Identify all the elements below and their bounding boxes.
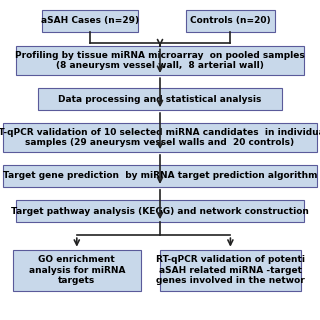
FancyBboxPatch shape xyxy=(16,200,304,222)
Text: GO enrichment
analysis for miRNA
targets: GO enrichment analysis for miRNA targets xyxy=(28,255,125,285)
Text: RT-qPCR validation of 10 selected miRNA candidates  in individual
samples (29 an: RT-qPCR validation of 10 selected miRNA … xyxy=(0,128,320,147)
Text: Controls (n=20): Controls (n=20) xyxy=(190,16,271,25)
FancyBboxPatch shape xyxy=(42,10,138,32)
Text: aSAH Cases (n=29): aSAH Cases (n=29) xyxy=(41,16,139,25)
Text: Data processing and statistical analysis: Data processing and statistical analysis xyxy=(58,95,262,104)
FancyBboxPatch shape xyxy=(13,250,141,291)
Text: Profiling by tissue miRNA microarray  on pooled samples
(8 aneurysm vessel wall,: Profiling by tissue miRNA microarray on … xyxy=(15,51,305,70)
FancyBboxPatch shape xyxy=(160,250,301,291)
FancyBboxPatch shape xyxy=(16,46,304,75)
Text: Target gene prediction  by miRNA target prediction algorithm: Target gene prediction by miRNA target p… xyxy=(3,172,317,180)
Text: Target pathway analysis (KEGG) and network construction: Target pathway analysis (KEGG) and netwo… xyxy=(11,207,309,216)
FancyBboxPatch shape xyxy=(3,165,317,187)
Text: RT-qPCR validation of potenti
aSAH related miRNA -target
genes involved in the n: RT-qPCR validation of potenti aSAH relat… xyxy=(156,255,305,285)
FancyBboxPatch shape xyxy=(38,88,282,110)
FancyBboxPatch shape xyxy=(186,10,275,32)
FancyBboxPatch shape xyxy=(3,123,317,152)
